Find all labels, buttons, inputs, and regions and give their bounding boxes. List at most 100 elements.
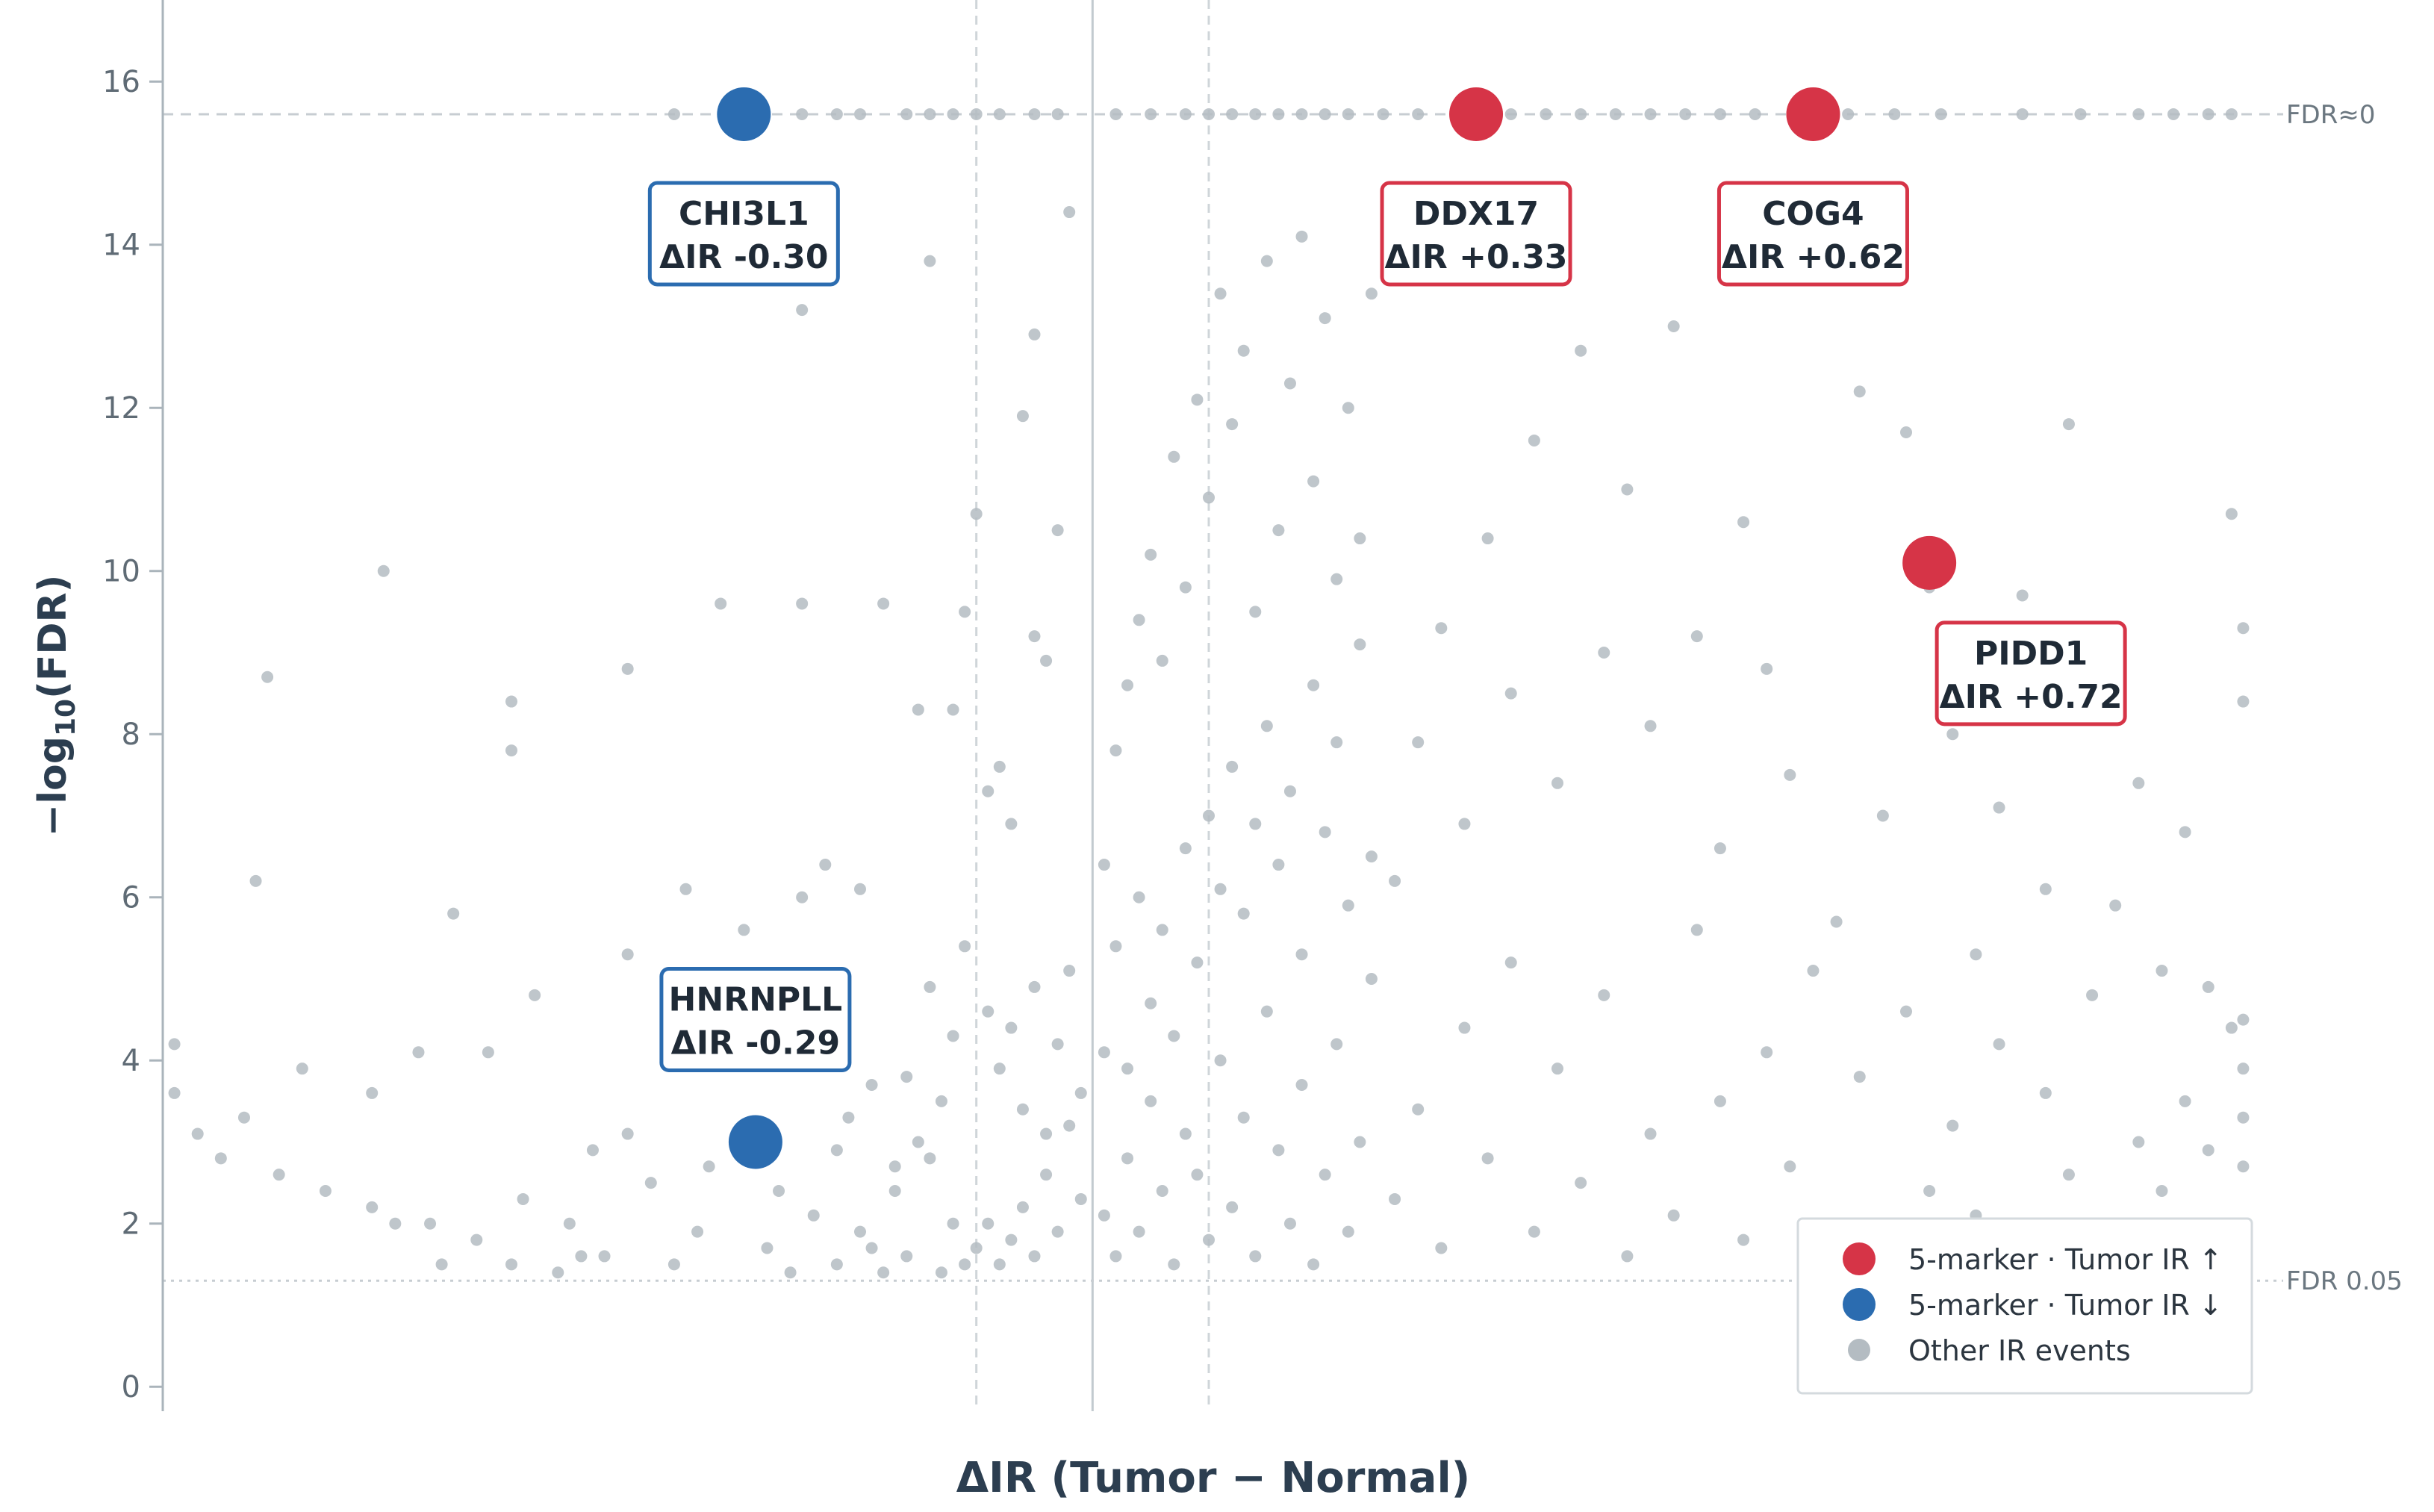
other-ir-point bbox=[1133, 1225, 1145, 1238]
other-ir-point bbox=[1179, 842, 1192, 855]
other-ir-point bbox=[2132, 777, 2145, 789]
other-ir-point bbox=[982, 785, 995, 797]
legend-box bbox=[1796, 1217, 2253, 1395]
other-ir-point bbox=[2167, 108, 2180, 120]
other-ir-point bbox=[1109, 940, 1122, 953]
other-ir-point bbox=[1888, 108, 1901, 120]
other-ir-point bbox=[1074, 1192, 1087, 1205]
other-ir-point bbox=[1342, 1225, 1354, 1238]
other-ir-point bbox=[1203, 108, 1215, 120]
other-ir-point bbox=[935, 1266, 947, 1279]
y-tick-label: 4 bbox=[122, 1044, 140, 1078]
y-tick-label: 16 bbox=[102, 65, 140, 99]
other-ir-point bbox=[1714, 1095, 1726, 1107]
other-ir-point bbox=[1598, 646, 1610, 659]
y-tick-label: 0 bbox=[122, 1370, 140, 1404]
other-ir-point bbox=[2086, 989, 2099, 1001]
other-ir-point bbox=[900, 108, 913, 120]
other-ir-point bbox=[1063, 206, 1076, 219]
other-ir-point bbox=[1156, 654, 1168, 667]
other-ir-point bbox=[1644, 1127, 1657, 1140]
other-ir-point bbox=[1389, 1192, 1401, 1205]
callout-gene-name: PIDD1 bbox=[1974, 635, 2088, 673]
callout-pidd1: PIDD1 ΔIR +0.72 bbox=[1935, 620, 2127, 727]
other-ir-point bbox=[377, 564, 390, 577]
other-ir-point bbox=[703, 1160, 715, 1173]
other-ir-point bbox=[621, 662, 634, 675]
other-ir-point bbox=[1307, 475, 1320, 488]
other-ir-point bbox=[1551, 1063, 1563, 1075]
other-ir-point bbox=[1168, 1030, 1180, 1042]
other-ir-point bbox=[2179, 826, 2191, 839]
other-ir-point bbox=[412, 1046, 425, 1059]
other-ir-point bbox=[1365, 850, 1378, 863]
other-ir-point bbox=[1226, 1201, 1239, 1213]
other-ir-point bbox=[877, 1266, 890, 1279]
other-ir-point bbox=[2237, 1063, 2250, 1075]
other-ir-point bbox=[1237, 344, 1250, 357]
other-ir-point bbox=[1121, 679, 1134, 691]
other-ir-point bbox=[959, 940, 971, 953]
other-ir-point bbox=[1946, 1119, 1959, 1132]
other-ir-point bbox=[900, 1250, 913, 1263]
other-ir-point bbox=[1319, 826, 1331, 839]
other-ir-point bbox=[505, 744, 517, 757]
other-ir-point bbox=[877, 597, 890, 610]
other-ir-point bbox=[389, 1217, 402, 1230]
other-ir-point bbox=[1214, 287, 1227, 300]
callout-box bbox=[647, 181, 840, 287]
other-ir-point bbox=[1260, 720, 1273, 732]
other-ir-point bbox=[924, 108, 936, 120]
other-ir-point bbox=[517, 1192, 529, 1205]
other-ir-point bbox=[2237, 1160, 2250, 1173]
other-ir-point bbox=[1168, 450, 1180, 463]
other-ir-point bbox=[1179, 1127, 1192, 1140]
other-ir-point bbox=[2109, 899, 2122, 912]
other-ir-point bbox=[296, 1063, 308, 1075]
other-ir-point bbox=[2225, 508, 2238, 520]
other-ir-point bbox=[854, 1225, 866, 1238]
other-ir-point bbox=[1133, 891, 1145, 903]
other-ir-point bbox=[1319, 1169, 1331, 1181]
other-ir-point bbox=[1156, 1185, 1168, 1198]
other-ir-point bbox=[1365, 287, 1378, 300]
other-ir-point bbox=[1714, 842, 1726, 855]
other-ir-point bbox=[1504, 687, 1517, 700]
other-ir-point bbox=[2237, 1013, 2250, 1026]
other-ir-point bbox=[830, 1258, 843, 1271]
other-ir-point bbox=[1005, 818, 1018, 830]
other-ir-point bbox=[935, 1095, 947, 1107]
other-ir-point bbox=[1307, 1258, 1320, 1271]
legend-label-up: 5-marker · Tumor IR ↑ bbox=[1908, 1243, 2223, 1276]
other-ir-point bbox=[1028, 108, 1041, 120]
callout-chi3l1: CHI3L1 ΔIR -0.30 bbox=[647, 181, 840, 287]
other-ir-point bbox=[1644, 108, 1657, 120]
other-ir-point bbox=[1191, 1169, 1204, 1181]
other-ir-point bbox=[1156, 924, 1168, 936]
other-ir-point bbox=[1761, 662, 1773, 675]
other-ir-point bbox=[924, 1152, 936, 1165]
legend: 5-marker · Tumor IR ↑ 5-marker · Tumor I… bbox=[1796, 1217, 2253, 1395]
other-ir-point bbox=[214, 1152, 227, 1165]
other-ir-point bbox=[1051, 524, 1064, 537]
other-ir-point bbox=[1377, 108, 1389, 120]
other-ir-point bbox=[2225, 1021, 2238, 1034]
other-ir-point bbox=[2062, 1169, 2075, 1181]
other-ir-point bbox=[679, 883, 692, 895]
y-tick-label: 8 bbox=[122, 718, 140, 752]
other-ir-point bbox=[1737, 1233, 1750, 1246]
other-ir-point bbox=[505, 1258, 517, 1271]
other-ir-point bbox=[1260, 255, 1273, 267]
other-ir-point bbox=[1237, 1111, 1250, 1124]
other-ir-point bbox=[1946, 728, 1959, 741]
y-tick-label: 2 bbox=[122, 1207, 140, 1242]
callout-cog4: COG4 ΔIR +0.62 bbox=[1716, 181, 1909, 287]
other-ir-point bbox=[819, 859, 832, 871]
other-ir-point bbox=[2179, 1095, 2191, 1107]
other-ir-point bbox=[1121, 1063, 1134, 1075]
callout-hnrnpll: HNRNPLL ΔIR -0.29 bbox=[659, 966, 852, 1072]
other-ir-point bbox=[1179, 581, 1192, 594]
other-ir-point bbox=[1133, 614, 1145, 626]
other-ir-point bbox=[1853, 385, 1866, 398]
